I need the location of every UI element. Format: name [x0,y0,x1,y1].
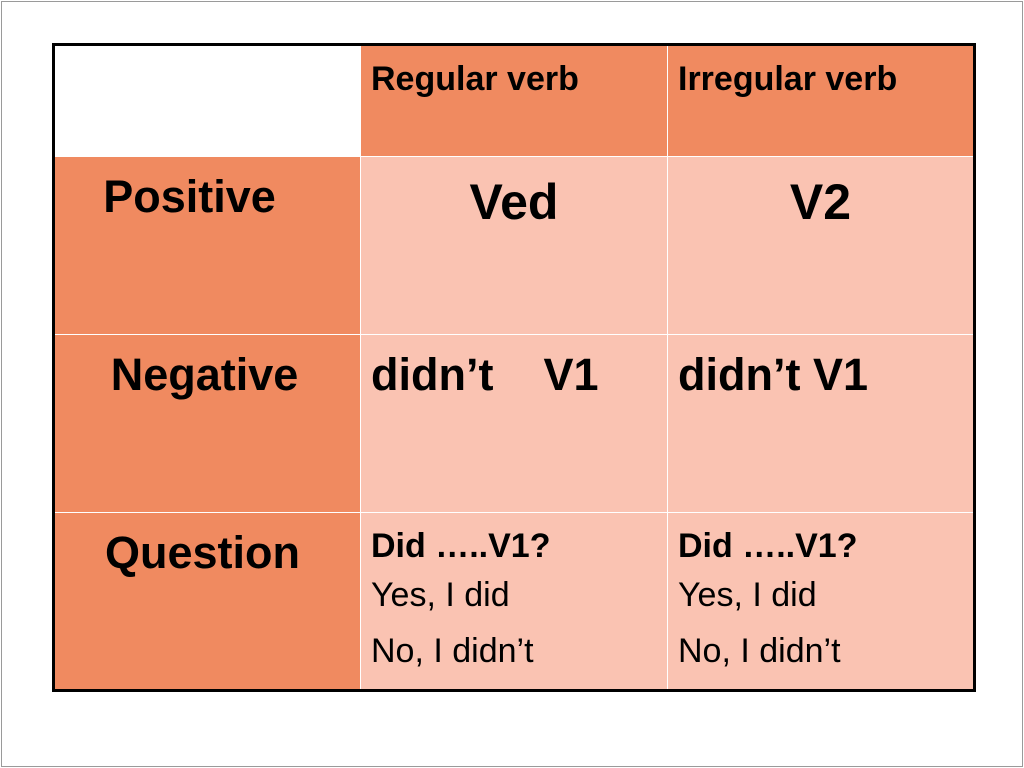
negative-regular-value: didn’t V1 [371,349,599,400]
question-label: Question [104,527,300,578]
negative-label: Negative [110,349,299,400]
question-row: Question Did …..V1? Yes, I did No, I did… [53,512,975,691]
negative-irregular-cell: didn’t V1 [667,334,975,513]
question-irregular-no: No, I didn’t [678,632,841,670]
row-header-positive: Positive [53,156,361,335]
positive-label: Positive [103,171,276,222]
question-irregular-cell: Did …..V1? Yes, I did No, I didn’t [667,512,975,691]
question-irregular-form: Did …..V1? [678,527,858,565]
positive-irregular-cell: V2 [667,156,975,335]
positive-irregular-value: V2 [789,174,852,230]
question-regular-no: No, I didn’t [371,632,534,670]
past-simple-table: Regular verb Irregular verb Positive Ved… [52,43,976,692]
question-regular-cell: Did …..V1? Yes, I did No, I didn’t [360,512,668,691]
positive-row: Positive Ved V2 [53,156,975,335]
positive-regular-value: Ved [469,174,559,230]
header-regular-label: Regular verb [371,60,579,98]
header-irregular-verb: Irregular verb [667,44,975,157]
negative-row: Negative didn’t V1 didn’t V1 [53,334,975,513]
question-regular-yes: Yes, I did [371,576,510,614]
positive-regular-cell: Ved [360,156,668,335]
header-irregular-label: Irregular verb [678,60,898,98]
header-row: Regular verb Irregular verb [53,44,975,157]
question-regular-form: Did …..V1? [371,527,551,565]
row-header-question: Question [53,512,361,691]
row-header-negative: Negative [53,334,361,513]
negative-regular-cell: didn’t V1 [360,334,668,513]
question-irregular-yes: Yes, I did [678,576,817,614]
corner-cell [53,44,361,157]
header-regular-verb: Regular verb [360,44,668,157]
negative-irregular-value: didn’t V1 [678,349,868,400]
